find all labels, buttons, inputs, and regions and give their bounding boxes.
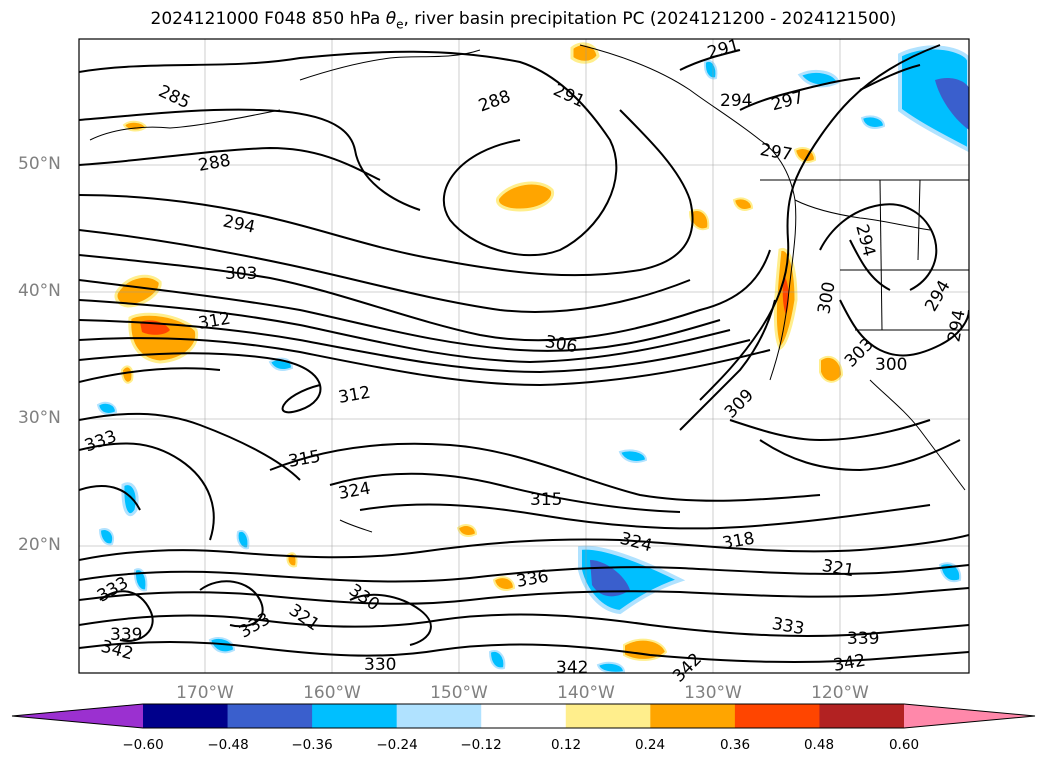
lat-label: 20°N — [18, 535, 61, 555]
colorbar-tick-label: −0.36 — [291, 737, 333, 753]
colorbar-tick-label: 0.60 — [888, 737, 920, 753]
lat-label: 30°N — [18, 408, 61, 428]
theta-e-contours — [79, 44, 969, 663]
colorbar-segment — [143, 704, 229, 728]
colorbar-tick-label: −0.12 — [460, 737, 502, 753]
colorbar-tick-label: 0.24 — [634, 737, 666, 753]
colorbar-segments — [143, 704, 905, 728]
colorbar-outline — [11, 703, 1036, 729]
contour-label: 294 — [720, 91, 752, 111]
lon-label: 160°W — [303, 683, 361, 703]
lat-label: 50°N — [18, 154, 61, 174]
contour-label: 330 — [364, 655, 396, 675]
contour-label: 300 — [875, 355, 907, 375]
map-plot-area — [79, 39, 969, 673]
contour-label: 339 — [110, 625, 142, 645]
lon-label: 150°W — [430, 683, 488, 703]
lat-label: 40°N — [18, 281, 61, 301]
contour-label: 339 — [847, 629, 879, 649]
colorbar-segment — [819, 704, 905, 728]
colorbar-tick-label: 0.36 — [719, 737, 751, 753]
colorbar-segment — [481, 704, 567, 728]
colorbar-tick-label: −0.60 — [122, 737, 164, 753]
colorbar-tick-label: 0.48 — [803, 737, 835, 753]
lon-label: 170°W — [176, 683, 234, 703]
colorbar-segment — [565, 704, 651, 728]
graticule — [79, 39, 969, 673]
lon-label: 140°W — [557, 683, 615, 703]
map-frame — [78, 38, 970, 674]
contour-label: 315 — [530, 490, 562, 510]
colorbar-tick-label: −0.24 — [376, 737, 418, 753]
colorbar — [11, 703, 1036, 729]
contour-label: 303 — [225, 264, 257, 284]
colorbar-tick-label: −0.48 — [207, 737, 249, 753]
colorbar-segment — [227, 704, 313, 728]
colorbar-segment — [396, 704, 482, 728]
lon-label: 130°W — [684, 683, 742, 703]
colorbar-over-arrow — [904, 704, 1035, 728]
lon-label: 120°W — [811, 683, 869, 703]
colorbar-segment — [650, 704, 736, 728]
colorbar-segment — [734, 704, 820, 728]
colorbar-segment — [312, 704, 398, 728]
map-title: 2024121000 F048 850 hPa θe, river basin … — [150, 9, 897, 32]
contour-label: 342 — [556, 658, 588, 678]
colorbar-tick-label: 0.12 — [550, 737, 582, 753]
colorbar-under-arrow — [12, 704, 143, 728]
